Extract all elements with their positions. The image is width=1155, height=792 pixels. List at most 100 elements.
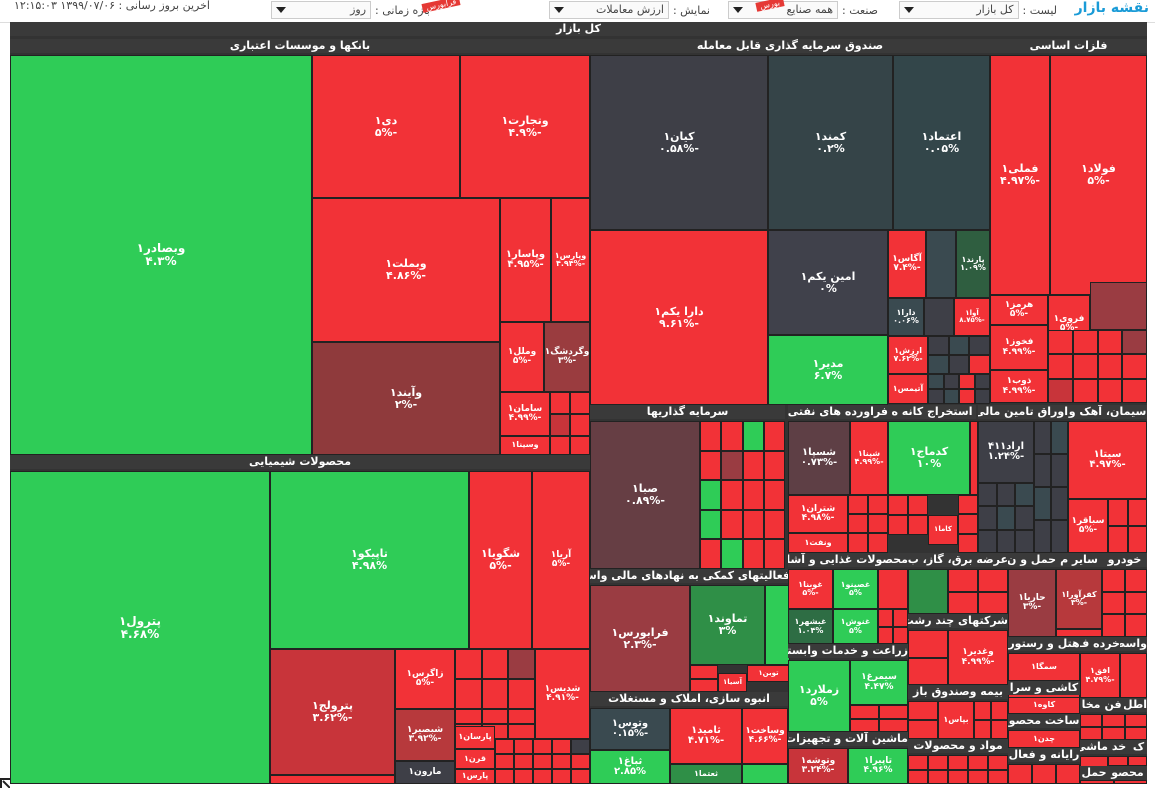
stock-tile-small[interactable] — [571, 769, 590, 784]
stock-tile-small[interactable] — [948, 591, 978, 614]
stock-tile-small[interactable] — [943, 374, 959, 389]
stock-tile-small[interactable] — [893, 626, 908, 644]
stock-tile[interactable]: وسینا۱ — [500, 436, 550, 455]
stock-tile-small[interactable] — [978, 506, 997, 530]
market-title[interactable]: کل بازار — [10, 22, 1147, 36]
stock-tile-small[interactable] — [765, 585, 790, 665]
stock-tile-small[interactable] — [978, 529, 997, 553]
sector-header[interactable]: محصو — [1108, 766, 1147, 780]
stock-tile-small[interactable] — [1124, 727, 1147, 740]
stock-tile-small[interactable] — [908, 657, 948, 685]
stock-tile-small[interactable] — [928, 374, 944, 389]
sector-header[interactable]: فعالیتهای کمکی به نهادهای مالی واسط — [590, 569, 790, 583]
stock-tile-small[interactable] — [1015, 483, 1034, 507]
stock-tile-small[interactable] — [514, 754, 533, 769]
stock-tile-small[interactable] — [968, 755, 988, 770]
sector-header[interactable]: مواد و محصولات — [908, 739, 1008, 753]
stock-tile[interactable]: سیتا۱ -۴.۹۷% — [1068, 421, 1147, 499]
stock-tile[interactable]: وملل۱ -۵% — [500, 322, 544, 392]
stock-tile-small[interactable] — [926, 230, 956, 298]
stock-tile[interactable]: کفرآورا۱ -۳% — [1056, 569, 1102, 629]
stock-tile-small[interactable] — [570, 392, 590, 414]
stock-tile-small[interactable] — [943, 389, 959, 404]
stock-tile[interactable]: ثباغ۱ ۲.۸۵% — [590, 750, 670, 784]
stock-tile-small[interactable] — [763, 450, 785, 481]
sector-header[interactable]: اطل — [1124, 698, 1147, 712]
stock-tile[interactable]: کمند۱ ۰.۲% — [768, 55, 893, 230]
stock-tile-small[interactable] — [1102, 714, 1125, 727]
stock-tile-small[interactable] — [700, 480, 722, 510]
stock-tile-small[interactable] — [1034, 421, 1051, 454]
stock-tile-small[interactable] — [571, 739, 590, 754]
stock-tile-small[interactable] — [1124, 569, 1147, 592]
stock-tile[interactable]: وتوشه۱ -۳.۲۴% — [788, 748, 848, 784]
stock-tile-small[interactable] — [888, 515, 908, 535]
stock-tile-small[interactable] — [550, 414, 570, 436]
stock-tile[interactable]: ذوب۱ -۴.۹۹% — [990, 370, 1048, 403]
stock-tile-small[interactable] — [1102, 727, 1125, 740]
stock-tile[interactable]: وگردشگ۱ -۳% — [544, 322, 590, 392]
sector-header[interactable]: زراعت و خدمات وابسته — [788, 644, 908, 658]
sector-header[interactable]: شرکتهای چند رشت — [908, 614, 1008, 628]
stock-tile-small[interactable] — [928, 355, 949, 374]
stock-tile[interactable]: فولاد۱ -۵% — [1050, 55, 1147, 295]
stock-tile-small[interactable] — [481, 649, 509, 679]
stock-tile-small[interactable] — [1108, 499, 1128, 526]
stock-tile[interactable]: فملی۱ -۴.۹۷% — [990, 55, 1050, 295]
stock-tile[interactable]: ارزش۱ -۷.۶۲% — [888, 336, 928, 374]
display-select[interactable]: ارزش معاملات — [548, 1, 669, 19]
stock-tile[interactable]: اعتماد۱ ۰.۰۵% — [893, 55, 990, 230]
stock-tile[interactable]: پارس۱ — [455, 769, 495, 784]
stock-tile-small[interactable] — [1056, 629, 1102, 637]
stock-tile-small[interactable] — [848, 533, 868, 553]
stock-tile[interactable]: وپارس۱ -۴.۹۴% — [551, 198, 590, 322]
stock-tile-small[interactable] — [700, 421, 722, 451]
stock-tile-small[interactable] — [690, 678, 718, 692]
stock-tile-small[interactable] — [763, 539, 785, 569]
stock-tile-small[interactable] — [969, 336, 990, 355]
stock-tile-small[interactable] — [508, 724, 535, 739]
stock-tile-small[interactable] — [1048, 378, 1073, 403]
stock-tile[interactable]: وغدیر۱ -۴.۹۹% — [948, 630, 1008, 685]
stock-tile-small[interactable] — [1034, 454, 1051, 487]
stock-tile-small[interactable] — [1048, 330, 1073, 355]
stock-tile-small[interactable] — [991, 701, 1008, 720]
stock-tile-small[interactable] — [1072, 354, 1098, 379]
stock-tile-small[interactable] — [508, 709, 535, 724]
stock-tile[interactable]: آریا۱ -۵% — [532, 471, 590, 649]
stock-tile-small[interactable] — [1015, 506, 1034, 530]
stock-tile-small[interactable] — [495, 754, 514, 769]
stock-tile-small[interactable] — [270, 775, 395, 784]
stock-tile-small[interactable] — [893, 609, 908, 627]
stock-tile[interactable]: تاپیکو۱ ۴.۹۸% — [270, 471, 469, 649]
sector-header[interactable]: واسط — [1120, 637, 1147, 651]
stock-tile[interactable]: زملارد۱ ۵% — [788, 660, 850, 732]
sector-header[interactable]: خرده ف — [1080, 637, 1120, 651]
stock-tile[interactable]: وبملت۱ -۴.۸۶% — [312, 198, 500, 342]
stock-tile[interactable]: هرمز۱ -۵% — [990, 295, 1048, 325]
stock-tile-small[interactable] — [1122, 330, 1147, 355]
stock-tile[interactable]: صبا۱ -۰.۸۹% — [590, 421, 700, 569]
stock-tile-small[interactable] — [868, 533, 888, 553]
stock-tile-small[interactable] — [455, 709, 482, 724]
stock-tile[interactable]: ثعتما۱ — [670, 764, 742, 784]
stock-tile[interactable]: غنوش۱ ۵% — [833, 609, 878, 644]
stock-tile-small[interactable] — [514, 739, 533, 754]
stock-tile[interactable]: آتیمس۱ — [888, 374, 928, 404]
stock-tile[interactable]: دی۱ -۵% — [312, 55, 460, 198]
sector-header[interactable]: کاشی و سرا — [1008, 681, 1080, 695]
stock-tile-small[interactable] — [763, 421, 785, 451]
stock-tile-small[interactable] — [958, 533, 978, 553]
sector-header[interactable]: ماشی — [1080, 740, 1108, 754]
stock-tile-small[interactable] — [763, 480, 785, 510]
stock-tile-small[interactable] — [552, 754, 571, 769]
stock-tile-small[interactable] — [1124, 714, 1147, 727]
stock-tile[interactable]: سامان۱ -۴.۹۹% — [500, 392, 550, 436]
stock-tile-small[interactable] — [550, 436, 570, 455]
stock-tile-small[interactable] — [1015, 529, 1034, 553]
stock-tile[interactable]: قرن۱ — [455, 749, 495, 769]
stock-tile-small[interactable] — [1108, 526, 1128, 553]
stock-tile[interactable]: سمگا۱ — [1008, 653, 1080, 681]
stock-tile-small[interactable] — [763, 509, 785, 540]
stock-tile-small[interactable] — [481, 709, 509, 724]
